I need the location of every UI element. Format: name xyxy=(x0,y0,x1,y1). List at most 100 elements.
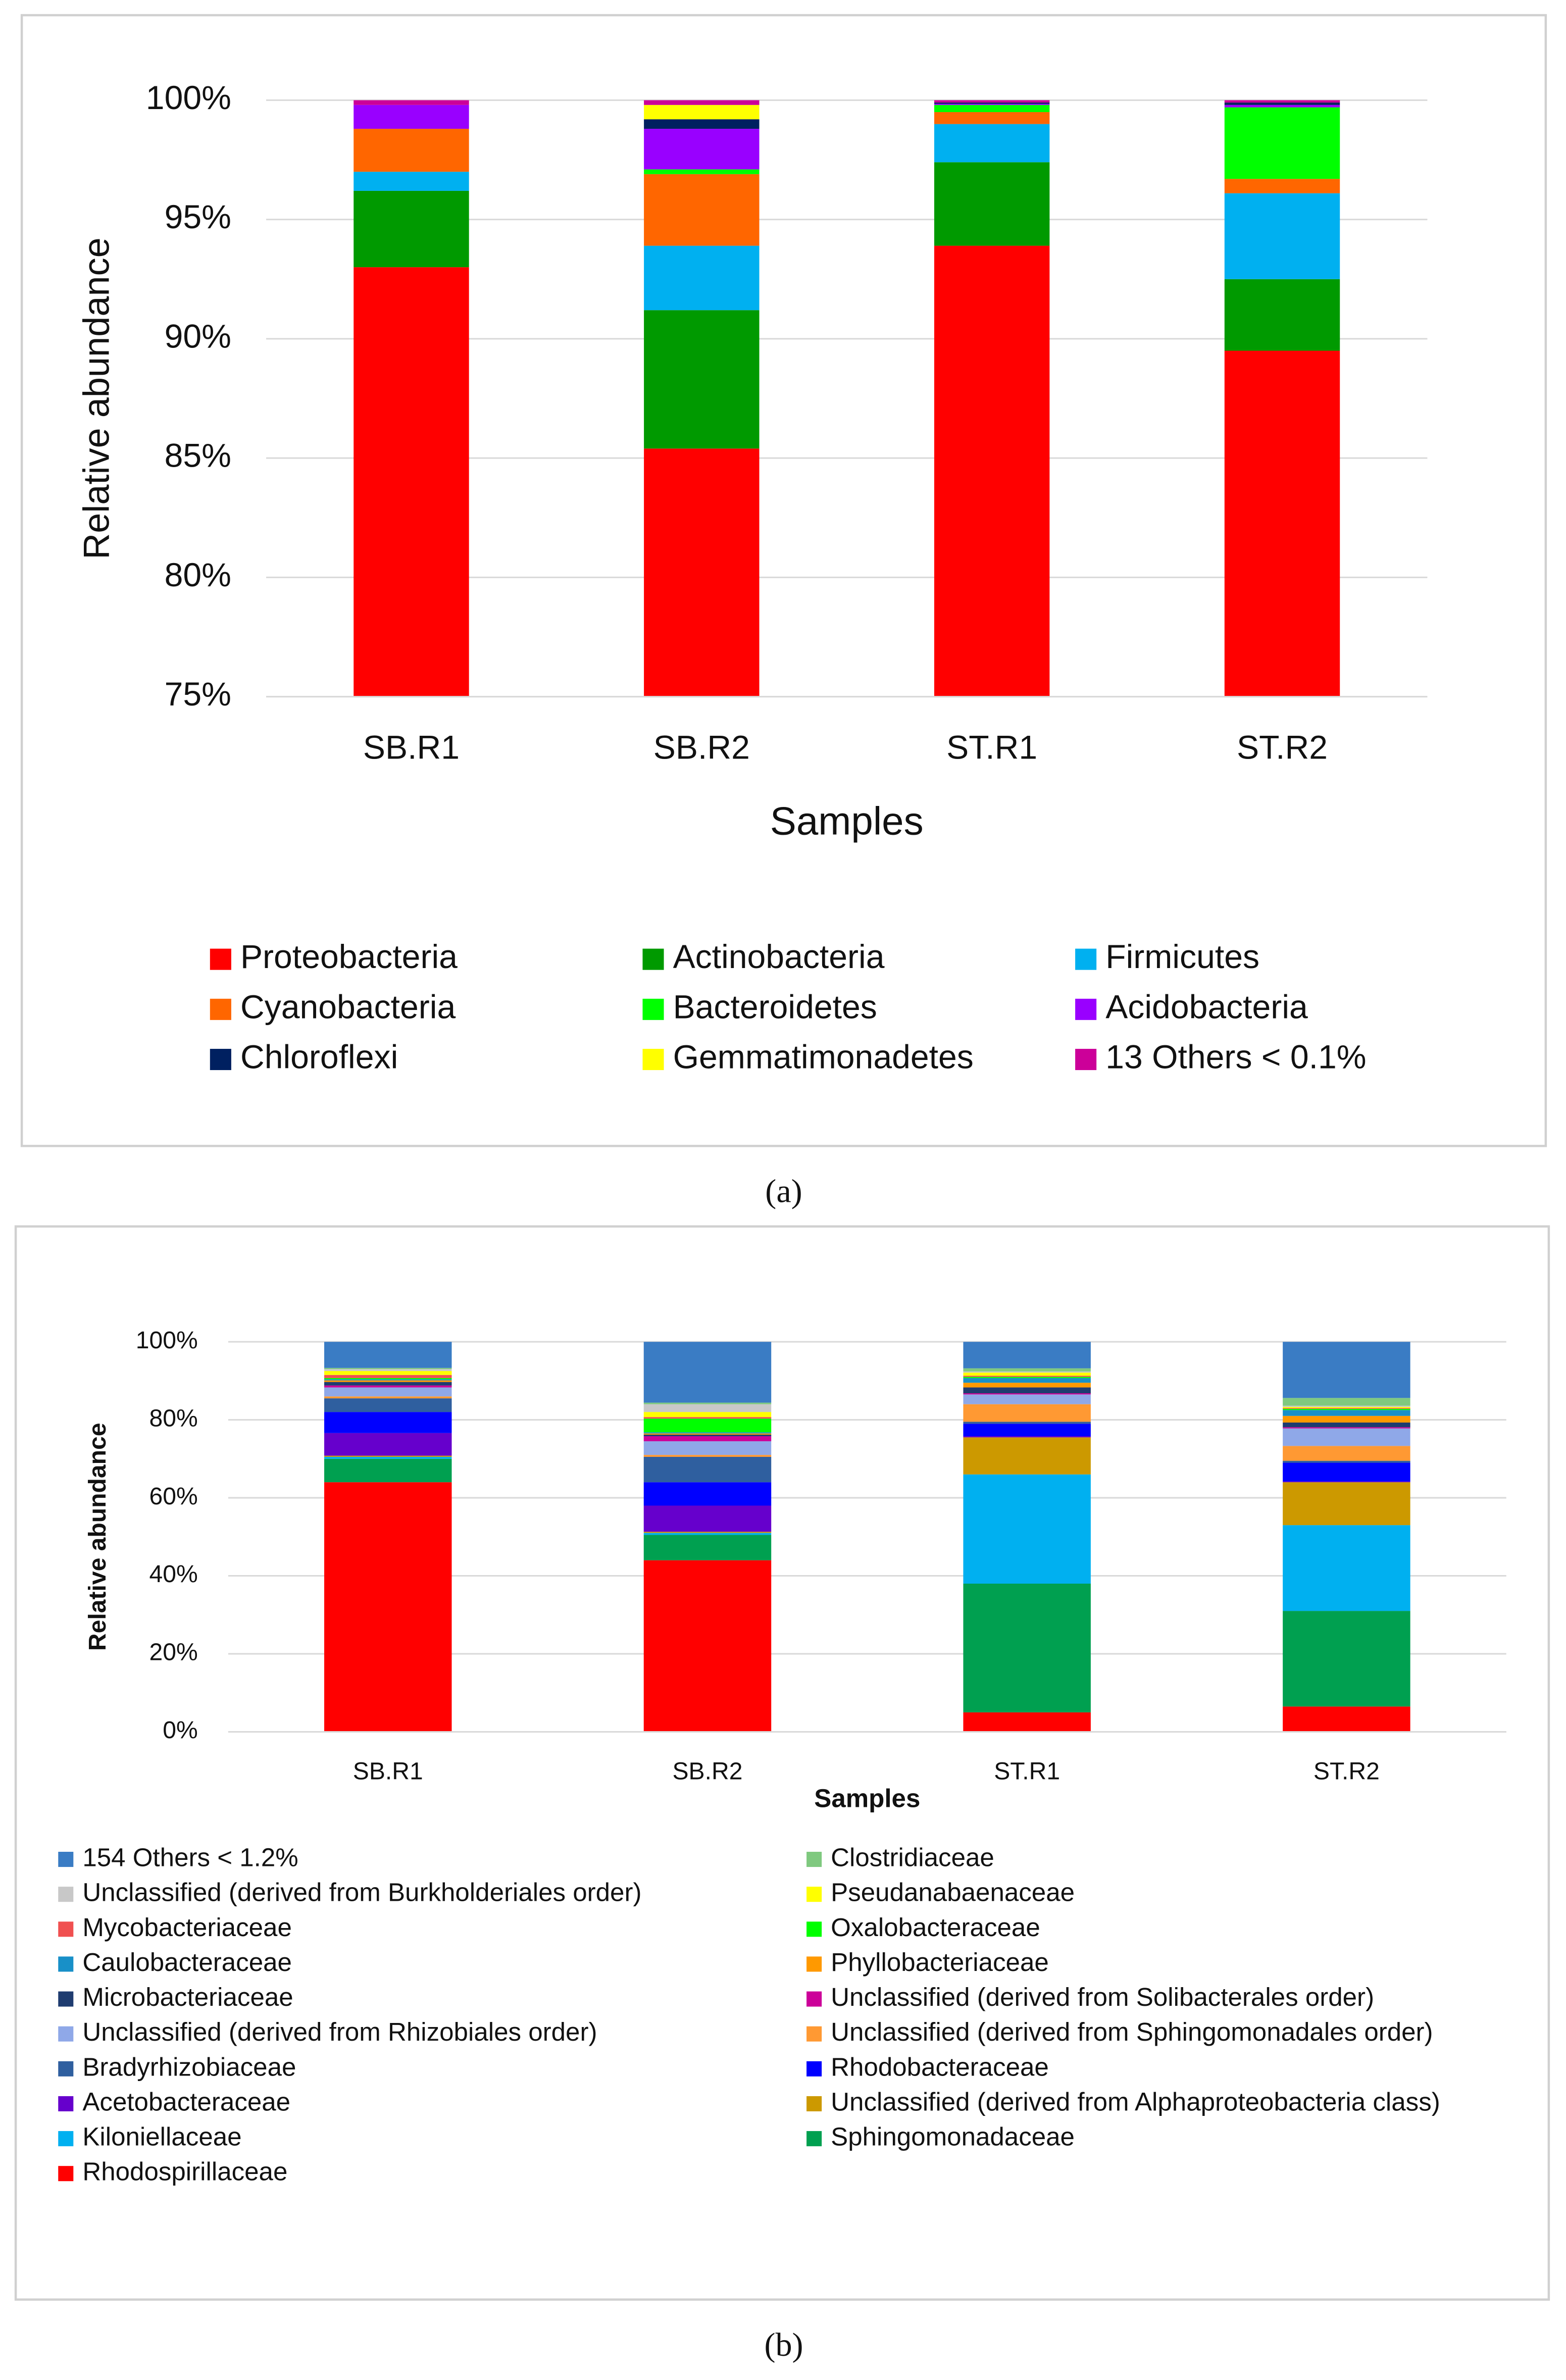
bar-segment xyxy=(963,1394,1091,1404)
bar-segment xyxy=(934,112,1050,124)
bar-segment xyxy=(1224,103,1340,105)
legend-swatch xyxy=(58,2096,74,2111)
bar-segment xyxy=(1224,100,1340,103)
bar-segment xyxy=(963,1474,1091,1584)
bar-segment xyxy=(353,105,469,129)
bar-segment xyxy=(644,245,760,311)
bar-segment xyxy=(643,1342,772,1403)
bar-segment xyxy=(324,1458,452,1483)
legend-label: 154 Others < 1.2% xyxy=(82,1843,298,1872)
bar-segment xyxy=(1283,1405,1410,1407)
legend-label: Clostridiaceae xyxy=(831,1843,994,1872)
bar-segment xyxy=(1224,193,1340,279)
bar-segment xyxy=(644,119,760,129)
bar-segment xyxy=(643,1532,772,1533)
legend-swatch xyxy=(806,1991,822,2007)
bar-segment xyxy=(963,1422,1091,1424)
bar-segment xyxy=(1283,1408,1410,1410)
legend-label: Rhodospirillaceae xyxy=(82,2157,287,2186)
legend-swatch xyxy=(642,1048,664,1071)
bar-segment xyxy=(643,1533,772,1535)
bar-segment xyxy=(1283,1342,1410,1398)
plot-area xyxy=(353,100,1340,697)
bar-segment xyxy=(934,103,1050,104)
bar-segment xyxy=(1224,107,1340,179)
bar-segment xyxy=(353,172,469,191)
bar-segment xyxy=(644,100,760,105)
bar-segment xyxy=(643,1433,772,1435)
bar-segment xyxy=(324,1456,452,1459)
bar-segment xyxy=(1283,1407,1410,1408)
bar-segment xyxy=(1283,1525,1410,1611)
bar-segment xyxy=(1283,1398,1410,1406)
bar-segment xyxy=(934,124,1050,163)
legend-label: Unclassified (derived from Alphaproteoba… xyxy=(831,2087,1440,2116)
y-tick-label: 85% xyxy=(165,437,231,475)
bar-segment xyxy=(1283,1427,1410,1429)
bar-segment xyxy=(644,105,760,120)
bar-segment xyxy=(644,448,760,697)
bar-segment xyxy=(324,1382,452,1386)
bar-segment xyxy=(324,1342,452,1368)
bar-segment xyxy=(934,100,1050,103)
legend-swatch xyxy=(642,948,664,970)
x-tick-label: ST.R2 xyxy=(1237,729,1328,766)
bar-segment xyxy=(643,1482,772,1506)
x-tick-label: SB.R1 xyxy=(353,1757,423,1785)
bar-segment xyxy=(1224,179,1340,193)
bar-segment xyxy=(963,1377,1091,1378)
bar-segment xyxy=(643,1402,772,1404)
legend-swatch xyxy=(806,1887,822,1902)
bar-segment xyxy=(963,1342,1091,1369)
bar-segment xyxy=(324,1396,452,1399)
bar-segment xyxy=(1224,279,1340,351)
legend-swatch xyxy=(642,998,664,1020)
legend-swatch xyxy=(806,2061,822,2077)
bar-segment xyxy=(324,1378,452,1380)
caption: (a) xyxy=(765,1173,802,1210)
bar-segment xyxy=(643,1404,772,1412)
legend-label: Proteobacteria xyxy=(240,938,458,976)
x-tick-label: ST.R2 xyxy=(1314,1757,1380,1785)
x-tick-label: SB.R1 xyxy=(363,729,460,766)
legend-label: Bradyrhizobiaceae xyxy=(82,2052,296,2081)
bar-segment xyxy=(324,1380,452,1382)
bar-segment xyxy=(963,1383,1091,1388)
bar-segment xyxy=(324,1482,452,1732)
y-tick-label: 80% xyxy=(165,556,231,594)
legend-swatch xyxy=(806,2096,822,2111)
legend-swatch xyxy=(58,1887,74,1902)
bar-segment xyxy=(963,1387,1091,1394)
bar-segment xyxy=(1283,1481,1410,1483)
legend-swatch xyxy=(210,1048,231,1071)
y-tick-label: 0% xyxy=(163,1716,197,1744)
legend-label: Firmicutes xyxy=(1105,938,1259,976)
bar-segment xyxy=(324,1433,452,1456)
bar-segment xyxy=(963,1436,1091,1438)
legend-label: Cyanobacteria xyxy=(240,988,456,1026)
legend-label: Unclassified (derived from Sphingomonada… xyxy=(831,2017,1433,2046)
bar-segment xyxy=(643,1417,772,1419)
y-axis-title: Relative abundance xyxy=(84,1423,111,1651)
bar-segment xyxy=(643,1456,772,1483)
bar-segment xyxy=(1224,105,1340,108)
legend-label: Chloroflexi xyxy=(240,1038,398,1076)
bar-segment xyxy=(963,1584,1091,1712)
bar-segment xyxy=(644,310,760,449)
bar-segment xyxy=(643,1560,772,1732)
legend-swatch xyxy=(58,2131,74,2147)
legend-label: Actinobacteria xyxy=(673,938,885,976)
bar-segment xyxy=(644,129,760,170)
bar-segment xyxy=(963,1424,1091,1437)
legend-label: Mycobacteriaceae xyxy=(82,1913,292,1942)
bar-segment xyxy=(934,245,1050,697)
legend-swatch xyxy=(1075,998,1097,1020)
bar-segment xyxy=(963,1404,1091,1422)
x-axis-title: Samples xyxy=(814,1784,920,1812)
bar-segment xyxy=(353,267,469,697)
panel-border xyxy=(20,14,1547,1147)
bar-segment xyxy=(643,1436,772,1442)
bar-segment xyxy=(1283,1415,1410,1423)
x-tick-label: SB.R2 xyxy=(653,729,750,766)
